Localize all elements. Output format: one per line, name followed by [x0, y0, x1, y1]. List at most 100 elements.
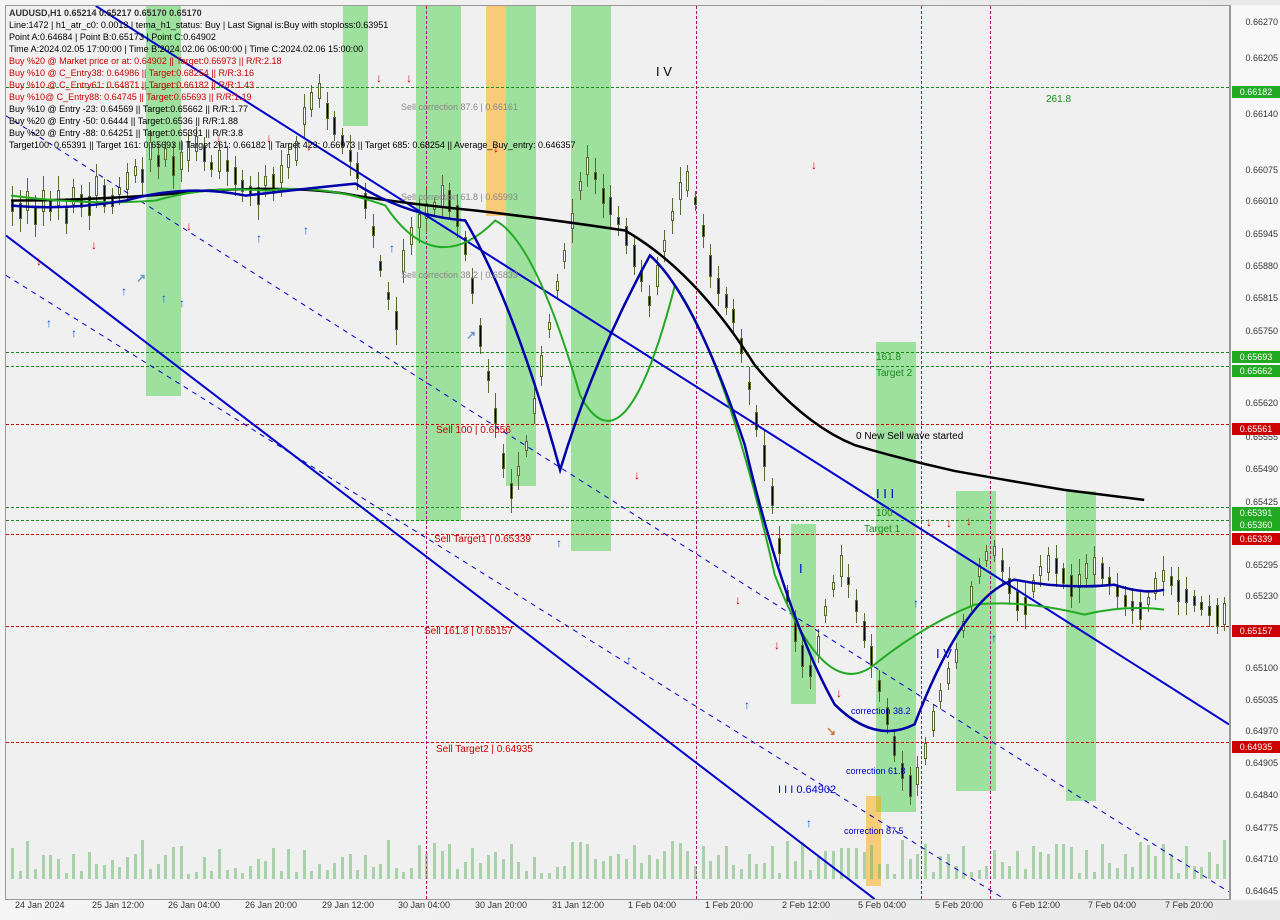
chart-area[interactable]: I V261.8Sell correction 87.6 | 0.66161Se… [5, 5, 1230, 900]
y-tick-label: 0.64840 [1245, 790, 1278, 800]
candle [1193, 596, 1196, 605]
chart-annotation: Target 2 [876, 368, 912, 379]
candle [226, 160, 229, 173]
candle [1185, 589, 1188, 604]
candle [594, 172, 597, 180]
signal-arrow-up: ↑ [389, 241, 395, 255]
x-tick-label: 31 Jan 12:00 [552, 900, 604, 910]
y-tick-label: 0.64905 [1245, 758, 1278, 768]
candle [525, 441, 528, 451]
signal-arrow-down: ↓ [811, 158, 817, 172]
candle [249, 186, 252, 196]
candle [1085, 563, 1088, 578]
candle [939, 690, 942, 702]
candle [364, 193, 367, 209]
candle [418, 214, 421, 228]
x-tick-label: 26 Jan 20:00 [245, 900, 297, 910]
price-level-label: 0.64935 [1232, 741, 1280, 753]
price-level-label: 0.65391 [1232, 507, 1280, 519]
candle [1101, 563, 1104, 578]
candle [763, 445, 766, 468]
candle [625, 226, 628, 246]
chart-annotation: Sell correction 38.2 | 0.65839 [401, 270, 518, 280]
chart-annotation: Sell Target1 | 0.65339 [434, 534, 531, 545]
y-tick-label: 0.66270 [1245, 17, 1278, 27]
chart-annotation: Sell Target2 | 0.64935 [436, 744, 533, 755]
candle [609, 197, 612, 215]
chart-annotation: 100 [876, 508, 893, 519]
candle [65, 208, 68, 224]
highlight-zone [416, 6, 461, 521]
signal-arrow-up: ↑ [913, 596, 919, 610]
candle [1170, 576, 1173, 587]
candle [57, 190, 60, 207]
candle [586, 157, 589, 174]
candle [280, 165, 283, 184]
candle [1070, 575, 1073, 598]
candle [778, 538, 781, 554]
candle [679, 182, 682, 200]
candle [157, 155, 160, 167]
signal-arrow-down: ↓ [946, 516, 952, 530]
candle [1032, 580, 1035, 591]
y-tick-label: 0.65815 [1245, 293, 1278, 303]
candle [1154, 578, 1157, 593]
candle [19, 203, 22, 220]
candle [985, 551, 988, 561]
candle [1093, 557, 1096, 574]
chart-annotation: I V [936, 646, 952, 661]
header-info-line: Buy %20 @ Market price or at: 0.64902 ||… [9, 56, 281, 66]
price-level-label: 0.65693 [1232, 351, 1280, 363]
header-info-line: Buy %20 @ Entry -88: 0.64251 || Target:0… [9, 128, 243, 138]
price-level-label: 0.65157 [1232, 625, 1280, 637]
signal-arrow-up: ↑ [303, 223, 309, 237]
candle [932, 711, 935, 732]
x-tick-label: 5 Feb 04:00 [858, 900, 906, 910]
candle [1001, 560, 1004, 572]
candle [1062, 568, 1065, 584]
candle [694, 197, 697, 206]
candle [824, 606, 827, 616]
candle [893, 736, 896, 756]
candle [556, 281, 559, 292]
candle [533, 398, 536, 414]
candle [633, 245, 636, 267]
chart-annotation: 161.8 [876, 352, 901, 363]
candle [103, 185, 106, 207]
candle [686, 171, 689, 192]
candle [210, 162, 213, 170]
chart-container: MARKET2TRADE I V261.8Sell correction 87.… [0, 0, 1280, 920]
y-tick-label: 0.64645 [1245, 886, 1278, 896]
chart-annotation: I I I [876, 486, 894, 501]
horizontal-level-line [6, 742, 1229, 743]
header-info-line: Buy %10 @ C_Entry38: 0.64986 || Target:0… [9, 68, 254, 78]
candle [809, 665, 812, 677]
candle [1039, 566, 1042, 576]
candle [333, 117, 336, 135]
candle [264, 176, 267, 186]
signal-arrow-down: ↓ [376, 71, 382, 85]
candle [1223, 603, 1226, 625]
candle [978, 565, 981, 577]
candle [832, 582, 835, 590]
candle [1162, 570, 1165, 583]
y-tick-label: 0.65100 [1245, 663, 1278, 673]
y-tick-label: 0.65750 [1245, 326, 1278, 336]
y-tick-label: 0.64970 [1245, 726, 1278, 736]
candle [49, 200, 52, 212]
signal-arrow-up: ↑ [46, 316, 52, 330]
candle [1016, 591, 1019, 611]
chart-annotation: I [799, 561, 803, 576]
chart-annotation: I V [656, 64, 672, 79]
chart-annotation: Target 1 [864, 524, 900, 535]
y-tick-label: 0.65425 [1245, 497, 1278, 507]
candle [111, 195, 114, 206]
candle [916, 767, 919, 786]
chart-annotation: Sell 161.8 | 0.65157 [424, 626, 513, 637]
candle [471, 278, 474, 295]
signal-arrow-down: ↓ [774, 638, 780, 652]
candle [702, 225, 705, 237]
candle [1124, 595, 1127, 608]
candle [840, 555, 843, 576]
candle [1147, 597, 1150, 606]
